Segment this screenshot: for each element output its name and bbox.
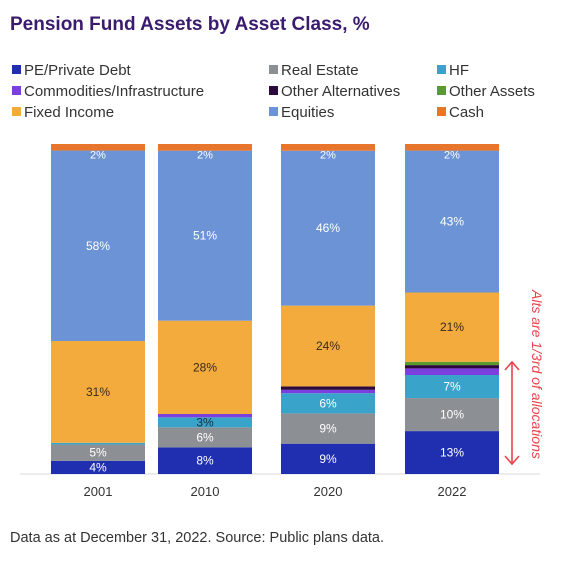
- data-label: 7%: [443, 380, 461, 394]
- bar-segment: [405, 292, 499, 362]
- legend-item-fixed-income: Fixed Income: [12, 104, 114, 121]
- bar-segment: [405, 368, 499, 375]
- bar-stack-2001: 4%5% 31% 58% 2%: [51, 144, 145, 474]
- legend-item-other-alternatives: Other Alternatives: [269, 83, 400, 100]
- bar-segment: [51, 460, 145, 474]
- bar-stack-2022: 13% 10% 7% 21% 43% 2%: [405, 144, 499, 474]
- bar-segment: [405, 375, 499, 399]
- legend-swatch: [12, 65, 21, 74]
- data-label: 4%: [89, 460, 107, 474]
- data-label: 9%: [319, 452, 337, 466]
- bar-segment: [405, 398, 499, 432]
- data-label: 8%: [196, 454, 214, 468]
- data-label: 24%: [316, 339, 340, 353]
- bar-segment: [51, 144, 145, 151]
- bar-segment: [51, 444, 145, 461]
- bar-segment: [281, 305, 375, 387]
- legend-label: PE/Private Debt: [24, 62, 131, 79]
- data-label: 51%: [193, 229, 217, 243]
- legend-item-equities: Equities: [269, 104, 334, 121]
- annotation-group: Alts are 1/3rd of allocations: [504, 289, 545, 466]
- bar-segment: [51, 150, 145, 342]
- legend-swatch: [437, 107, 446, 116]
- data-label: 2%: [197, 150, 213, 162]
- legend-label: Equities: [281, 104, 335, 121]
- bar-stack-2010: 8% 6%3% 28% 51% 2%: [158, 144, 252, 474]
- data-label: 28%: [193, 360, 217, 374]
- bar-segment: [405, 365, 499, 369]
- bar-segment: [405, 431, 499, 474]
- legend-item-cash: Cash: [437, 104, 484, 121]
- data-label: 9%: [319, 422, 337, 436]
- data-label: 6%: [196, 430, 214, 444]
- bar-segment: [158, 144, 252, 151]
- bar-segment: [281, 443, 375, 474]
- chart-title: Pension Fund Assets by Asset Class, %: [10, 14, 370, 35]
- data-label: 2%: [90, 150, 106, 162]
- legend-item-other-assets: Other Assets: [437, 83, 535, 100]
- legend-item-commodities: Commodities/Infrastructure: [12, 83, 204, 100]
- bar-segment: [281, 386, 375, 390]
- bar-segment: [281, 150, 375, 306]
- footnote: Data as at December 31, 2022. Source: Pu…: [10, 530, 384, 546]
- bar-segment: [281, 144, 375, 151]
- bar-segment: [281, 413, 375, 444]
- data-label: 13%: [440, 446, 464, 460]
- bar-segment: [405, 144, 499, 151]
- legend-item-real-estate: Real Estate: [269, 62, 359, 79]
- x-tick-label: 2001: [84, 484, 113, 499]
- data-label: 6%: [319, 396, 337, 410]
- x-tick-label: 2010: [191, 484, 220, 499]
- stacked-bar-chart: 4%5%31%58%2%8%6%3%28%51%2%9%9%6%24%46%2%…: [20, 144, 545, 499]
- legend-label: Fixed Income: [24, 104, 115, 121]
- annotation-arrow-head-bottom: [504, 455, 520, 466]
- legend-label: Other Assets: [449, 83, 535, 100]
- legend-label: Other Alternatives: [281, 83, 401, 100]
- annotation-arrow-head-top: [504, 360, 520, 371]
- legend-swatch: [269, 107, 278, 116]
- data-label: 21%: [440, 320, 464, 334]
- bar-segment: [158, 414, 252, 418]
- data-label: 10%: [440, 408, 464, 422]
- bar-segment: [405, 150, 499, 293]
- legend-label: Real Estate: [281, 62, 359, 79]
- bar-segment: [51, 341, 145, 443]
- legend-label: HF: [449, 62, 469, 79]
- bar-segment: [281, 389, 375, 394]
- data-label: 5%: [89, 446, 107, 460]
- bar-segment: [158, 417, 252, 428]
- legend-item-hf: HF: [437, 62, 469, 79]
- bars-group: 4%5%31%58%2%8%6%3%28%51%2%9%9%6%24%46%2%…: [51, 144, 499, 474]
- data-label: 2%: [320, 150, 336, 162]
- legend-item-pe-private-debt: PE/Private Debt: [12, 62, 131, 79]
- bar-segment: [158, 150, 252, 321]
- legend-swatch: [12, 107, 21, 116]
- bar-segment: [158, 320, 252, 414]
- legend-swatch: [269, 86, 278, 95]
- legend-swatch: [12, 86, 21, 95]
- legend-label: Cash: [449, 104, 485, 121]
- bar-segment: [281, 393, 375, 414]
- bar-stack-2020: 9% 9% 6% 24% 46% 2%: [281, 144, 375, 474]
- legend-swatch: [269, 65, 278, 74]
- bar-segment: [51, 442, 145, 445]
- data-label: 58%: [86, 239, 110, 253]
- bar-segment: [405, 361, 499, 366]
- bar-segment: [158, 447, 252, 474]
- data-label: 31%: [86, 385, 110, 399]
- x-tick-labels: 2001 2010 2020 2022: [84, 484, 467, 499]
- legend-label: Commodities/Infrastructure: [24, 83, 205, 100]
- data-label: 43%: [440, 215, 464, 229]
- annotation-text: Alts are 1/3rd of allocations: [529, 289, 545, 459]
- data-label: 46%: [316, 221, 340, 235]
- bar-segment: [158, 427, 252, 448]
- legend-swatch: [437, 86, 446, 95]
- data-label: 2%: [444, 150, 460, 162]
- x-tick-label: 2022: [438, 484, 467, 499]
- data-label: 3%: [196, 415, 214, 429]
- x-tick-label: 2020: [314, 484, 343, 499]
- legend-swatch: [437, 65, 446, 74]
